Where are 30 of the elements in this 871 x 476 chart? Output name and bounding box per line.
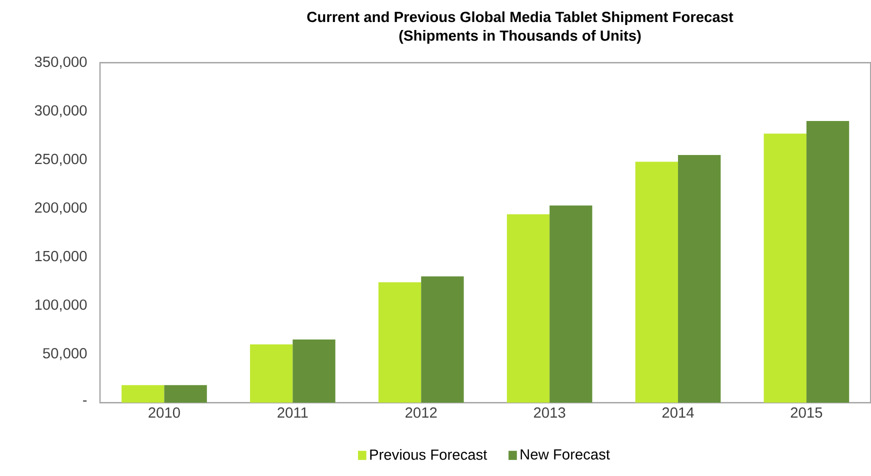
bar (421, 276, 464, 403)
bar (506, 214, 550, 403)
y-tick-label: 300,000 (34, 105, 87, 118)
y-tick-label: 350,000 (34, 56, 87, 69)
bar (764, 134, 806, 403)
x-tick-label: 2010 (148, 407, 180, 418)
bar (164, 385, 207, 403)
x-tick-label: 2013 (534, 407, 566, 418)
bar (292, 340, 336, 403)
y-tick-label: 250,000 (35, 154, 87, 166)
bar (122, 385, 164, 403)
x-tick-label: 2011 (278, 407, 308, 418)
legend-label: New Forecast (520, 449, 610, 460)
bar (678, 154, 721, 403)
legend-label: Previous Forecast (370, 449, 488, 460)
chart-subtitle: (Shipments in Thousands of Units) (399, 30, 641, 44)
bar (550, 205, 592, 403)
bar (250, 344, 293, 403)
y-tick-label: 50,000 (43, 348, 87, 360)
y-tick-label: - (83, 400, 87, 402)
x-tick-label: 2015 (790, 407, 822, 418)
y-tick-label: 200,000 (35, 202, 87, 214)
chart-title: Current and Previous Global Media Tablet Shipment Forecast (307, 11, 734, 26)
y-tick-label: 100,000 (35, 299, 87, 312)
y-tick-label: 150,000 (35, 250, 87, 264)
bar (378, 282, 422, 403)
bar (806, 120, 850, 403)
bar (635, 162, 678, 403)
x-tick-label: 2012 (406, 407, 437, 418)
x-tick-label: 2014 (662, 407, 694, 418)
